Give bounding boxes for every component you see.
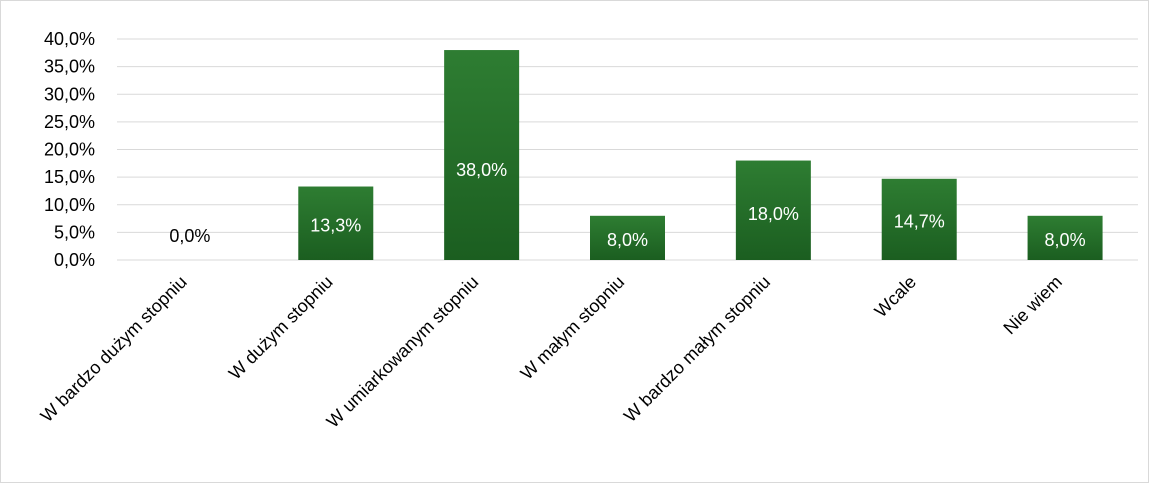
y-tick-label: 10,0% bbox=[44, 195, 95, 215]
y-tick-label: 15,0% bbox=[44, 167, 95, 187]
y-tick-label: 5,0% bbox=[54, 222, 95, 242]
data-label: 18,0% bbox=[748, 204, 799, 224]
data-label: 8,0% bbox=[1045, 230, 1086, 250]
data-label: 38,0% bbox=[456, 160, 507, 180]
x-tick-label: W małym stopniu bbox=[517, 272, 629, 384]
data-labels: 0,0% 13,3% 38,0% 8,0% 18,0% 14,7% 8,0% bbox=[169, 160, 1085, 250]
x-tick-label: W bardzo dużym stopniu bbox=[37, 272, 191, 426]
gridlines bbox=[117, 38, 1138, 261]
bar bbox=[298, 186, 374, 260]
bar bbox=[735, 160, 811, 260]
x-tick-label: W dużym stopniu bbox=[225, 272, 337, 384]
bar bbox=[881, 178, 957, 260]
bars bbox=[298, 50, 1103, 260]
y-tick-label: 0,0% bbox=[54, 250, 95, 270]
data-label: 14,7% bbox=[894, 212, 945, 232]
x-tick-label: Nie wiem bbox=[999, 272, 1065, 338]
x-tick-label: Wcale bbox=[871, 272, 921, 322]
x-tick-label: W bardzo małym stopniu bbox=[620, 272, 774, 426]
y-tick-label: 35,0% bbox=[44, 57, 95, 77]
y-tick-label: 20,0% bbox=[44, 140, 95, 160]
data-label: 13,3% bbox=[310, 215, 361, 235]
y-tick-label: 40,0% bbox=[44, 29, 95, 49]
data-label: 8,0% bbox=[607, 230, 648, 250]
y-axis-ticks: 0,0% 5,0% 10,0% 15,0% 20,0% 25,0% 30,0% 35,0% 40… bbox=[44, 29, 95, 270]
bar bbox=[444, 50, 520, 260]
y-tick-label: 25,0% bbox=[44, 112, 95, 132]
bar bbox=[590, 215, 665, 260]
y-tick-label: 30,0% bbox=[44, 84, 95, 104]
x-tick-label: W umiarkowanym stopniu bbox=[323, 272, 483, 432]
data-label: 0,0% bbox=[169, 226, 210, 246]
bar bbox=[1027, 215, 1103, 260]
